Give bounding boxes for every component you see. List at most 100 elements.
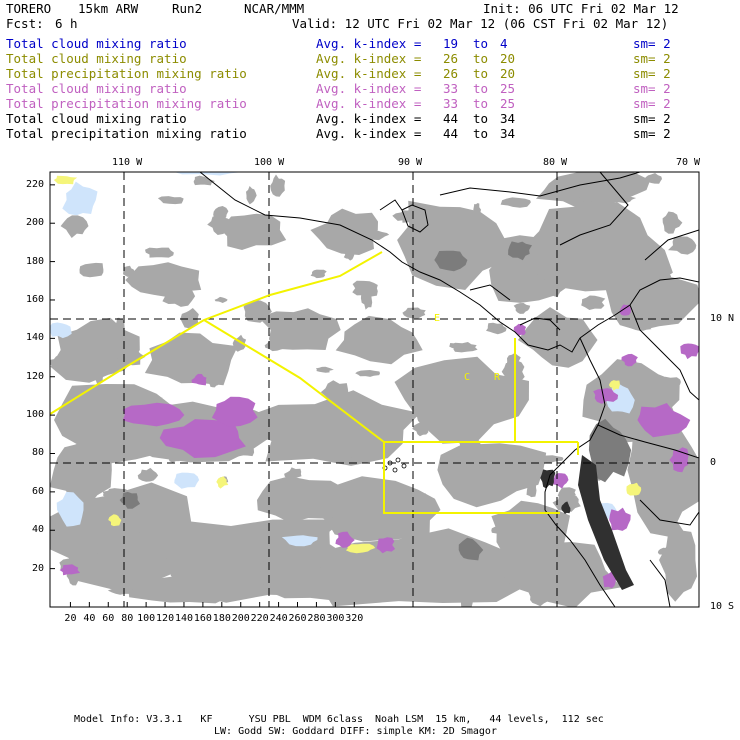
precipitation-region (191, 373, 207, 386)
forecast-hour: 6 h (55, 16, 78, 31)
cloud-region (220, 213, 287, 250)
x-tick-label: 300 (326, 613, 345, 624)
cloud-cell (438, 221, 452, 236)
x-tick-label: 180 (212, 613, 231, 624)
cloud-dense (434, 250, 468, 272)
cloud-cell (387, 513, 397, 533)
precipitation-region (376, 537, 396, 554)
cloud-cell (355, 370, 380, 377)
cloud-cell (473, 203, 481, 219)
legend-to: 25 (500, 96, 516, 111)
coastline (579, 277, 699, 339)
cloud-cell (424, 541, 454, 555)
cloud-region (50, 317, 140, 383)
y-tick-label: 100 (26, 409, 45, 421)
cloud-cell (137, 467, 159, 482)
cloud-cell (116, 528, 145, 547)
latitude-label: 10 N (710, 313, 735, 324)
precipitation-region (335, 531, 355, 548)
precipitation-region (593, 388, 619, 404)
x-tick-label: 100 (137, 613, 156, 624)
axis-ticks (50, 184, 355, 607)
y-tick-label: 200 (26, 217, 45, 229)
legend-to: 4 (500, 36, 508, 51)
legend-sm: sm= 2 (633, 111, 671, 126)
cloud-cell (520, 565, 530, 585)
cloud-region (517, 307, 598, 368)
cloud-cell (560, 566, 577, 589)
ice-cloud (281, 535, 318, 547)
legend-field: Total precipitation mixing ratio (6, 66, 247, 81)
legend-from: 33 (443, 81, 459, 96)
region-letter: E (434, 313, 441, 324)
cloud-cell (359, 548, 380, 558)
cloud-cell (609, 192, 637, 204)
init-time: Init: 06 UTC Fri 02 Mar 12 (483, 1, 679, 16)
cloud-cell (438, 393, 466, 408)
ice-cloud (174, 472, 200, 489)
convective-core (561, 501, 571, 514)
cloud-cell (652, 376, 681, 389)
cloud-cell (267, 421, 285, 440)
ice-cloud (50, 322, 72, 339)
cloud-cell (65, 403, 88, 410)
cloud-cell (246, 186, 257, 205)
cloud-cell (94, 367, 104, 385)
cloud-cell (79, 262, 104, 278)
legend-kindex: Avg. k-index = (316, 111, 422, 126)
ice-cloud (62, 181, 98, 216)
cloud-region (659, 518, 697, 602)
cloud-cell (157, 196, 184, 205)
cloud-cell (343, 249, 355, 261)
cloud-cell (93, 538, 118, 555)
coastlines (199, 172, 699, 607)
cloud-cell (257, 560, 269, 576)
island (395, 457, 401, 463)
cloud-cell (115, 317, 125, 334)
cloud-cell (320, 380, 351, 403)
cloud-cell (528, 586, 549, 607)
precipitation-region (609, 507, 631, 531)
precipitation-region (513, 323, 527, 336)
legend-field: Total cloud mixing ratio (6, 111, 187, 126)
coastline (649, 559, 671, 607)
cloud-dense (508, 241, 532, 261)
resolution: 15km ARW (78, 1, 139, 16)
cloud-cell (668, 236, 697, 255)
organization: NCAR/MMM (244, 1, 305, 16)
legend-sm: sm= 2 (633, 96, 671, 111)
cloud-cell (578, 189, 594, 203)
cloud-cell (130, 394, 163, 405)
legend-sm: sm= 2 (633, 51, 671, 66)
cloud-cell (362, 229, 390, 241)
region-letter: R (494, 372, 501, 383)
cloud-field (50, 172, 699, 607)
legend-to: 34 (500, 111, 516, 126)
cloud-region (144, 332, 238, 386)
cloud-region (250, 390, 421, 466)
longitude-label: 100 W (254, 157, 285, 168)
cloud-cell (123, 265, 135, 277)
plot-frame (49, 171, 700, 608)
cloud-cell (654, 270, 672, 282)
precipitation-region (637, 403, 691, 438)
x-tick-label: 240 (269, 613, 288, 624)
cloud-cell (180, 308, 199, 329)
y-tick-label: 20 (32, 562, 45, 574)
cloud-cell (373, 407, 398, 424)
ice-cloud (174, 172, 243, 176)
cloud-cell (367, 490, 391, 510)
latitude-label: 10 S (710, 601, 735, 612)
x-tick-label: 60 (102, 613, 115, 624)
precipitation-region (59, 564, 81, 576)
latitude-label: 0 (710, 457, 717, 468)
cloud-cell (352, 280, 378, 297)
cloud-cell (243, 300, 272, 323)
cloud-cell (412, 419, 430, 437)
cloud-cell (450, 237, 466, 246)
convective-core (578, 455, 634, 590)
y-tick-label: 140 (26, 332, 45, 344)
cloud-cell (298, 319, 314, 334)
cloud-cell (557, 487, 576, 498)
legend-to-word: to (473, 96, 489, 111)
